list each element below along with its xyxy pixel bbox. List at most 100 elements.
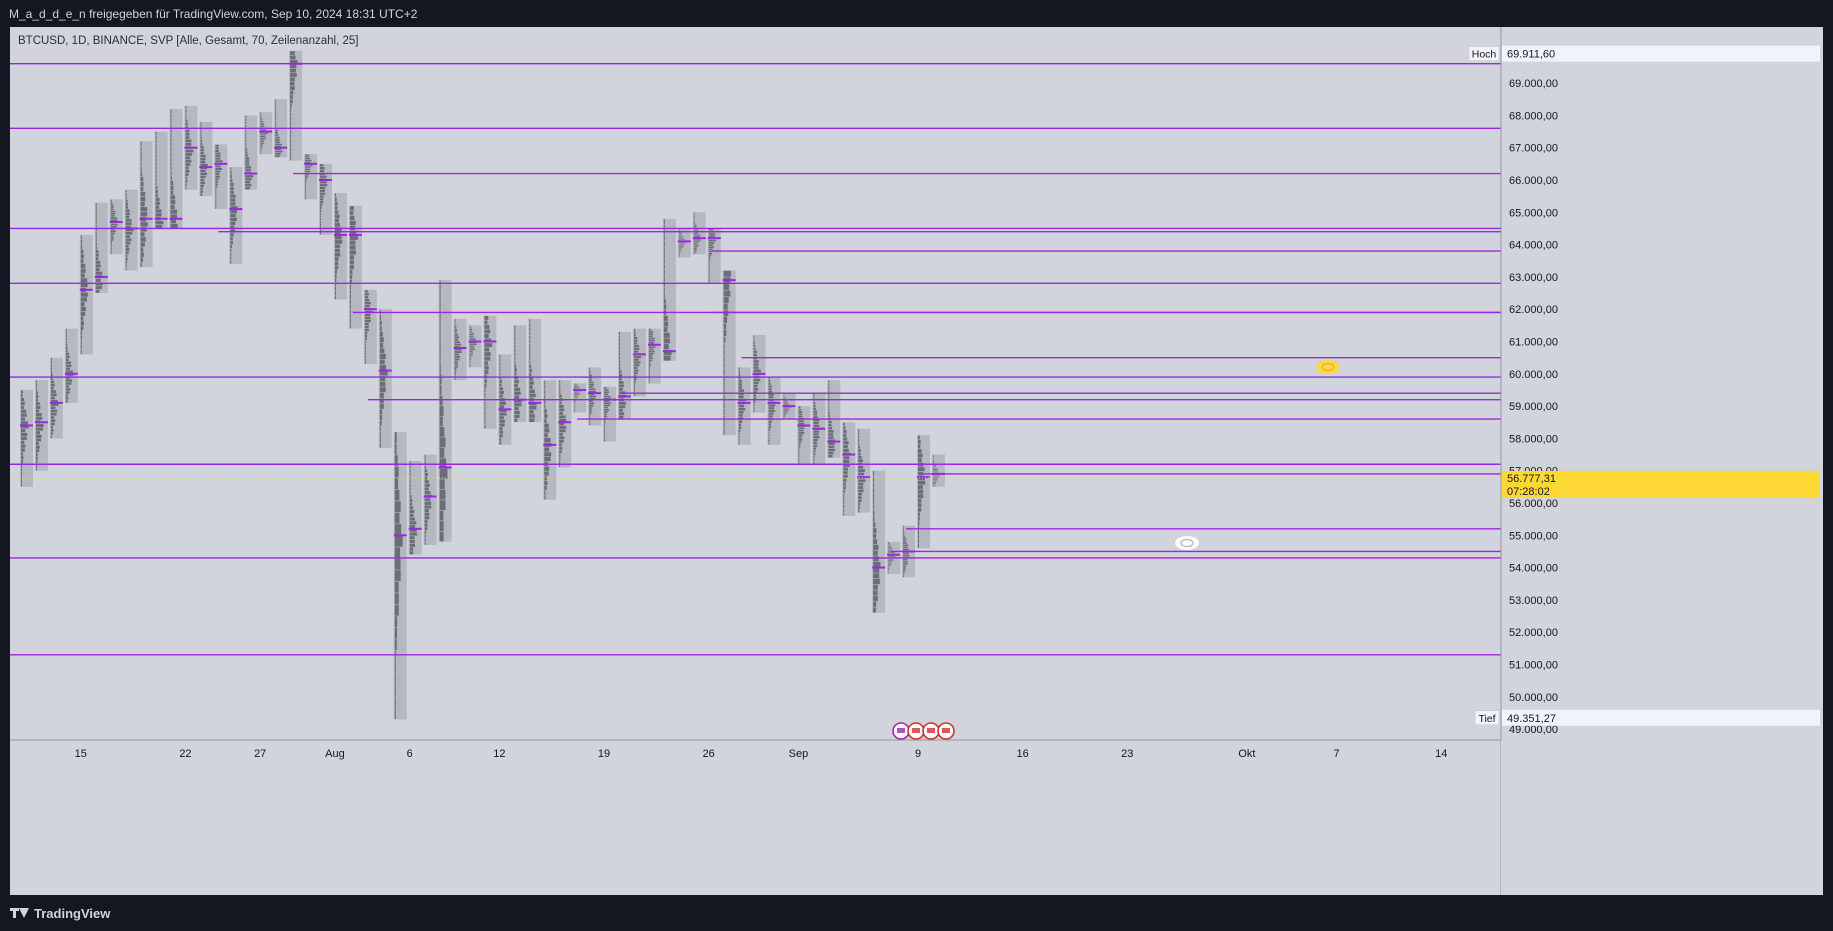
volume-bar xyxy=(35,434,42,438)
volume-bar xyxy=(305,167,311,169)
volume-bar xyxy=(394,466,399,478)
volume-bar xyxy=(125,267,127,271)
volume-bar xyxy=(544,390,546,395)
volume-bar xyxy=(424,454,426,458)
volume-bar xyxy=(589,404,594,407)
volume-bar xyxy=(290,134,292,139)
volume-bar xyxy=(918,467,925,472)
volume-bar xyxy=(753,363,759,366)
volume-bar xyxy=(424,480,429,484)
volume-bar xyxy=(125,196,127,200)
volume-bar xyxy=(589,372,591,375)
tradingview-logo[interactable]: TradingView xyxy=(10,905,110,921)
high-price-value: 69.911,60 xyxy=(1507,49,1555,61)
volume-bar xyxy=(320,184,328,187)
volume-bar xyxy=(185,183,187,187)
volume-bar xyxy=(170,137,172,143)
volume-bar xyxy=(215,199,217,202)
price-tick-label: 67.000,00 xyxy=(1509,143,1558,155)
eye-icon[interactable] xyxy=(1316,360,1340,374)
volume-bar xyxy=(918,539,919,544)
volume-bar xyxy=(708,244,714,246)
volume-bar xyxy=(574,410,576,412)
volume-bar xyxy=(215,183,218,186)
volume-bar xyxy=(888,547,892,548)
volume-bar xyxy=(932,481,936,483)
volume-bar xyxy=(409,468,411,472)
volume-bar xyxy=(275,125,277,127)
volume-bar xyxy=(843,433,847,437)
volume-bar xyxy=(95,257,99,261)
current-price-value: 56.777,31 xyxy=(1507,473,1556,485)
volume-bar xyxy=(424,487,429,491)
volume-bar xyxy=(469,339,476,341)
volume-bar xyxy=(574,387,580,388)
chart-area[interactable]: 15 22 27 Aug 6 12 19 26 Sep 9 16 23 Okt 7 14 49.000,00 5… xyxy=(10,27,1823,895)
volume-bar xyxy=(559,418,567,422)
volume-bar xyxy=(873,499,875,505)
volume-bar xyxy=(499,394,503,398)
chart-legend[interactable]: BTCUSD, 1D, BINANCE, SVP [Alle, Gesamt, … xyxy=(18,35,359,47)
volume-bar xyxy=(693,232,699,234)
volume-bar xyxy=(783,394,785,396)
volume-bar xyxy=(589,386,593,388)
volume-bar xyxy=(633,364,640,367)
price-axis[interactable] xyxy=(1501,27,1823,740)
volume-bar xyxy=(155,174,157,178)
volume-bar xyxy=(529,406,537,410)
volume-bar xyxy=(514,348,516,353)
volume-bar xyxy=(320,209,322,212)
price-tick-label: 56.000,00 xyxy=(1509,498,1558,510)
volume-bar xyxy=(334,265,339,270)
volume-bar xyxy=(813,393,815,396)
volume-bar xyxy=(125,219,132,222)
volume-bar xyxy=(633,377,637,380)
volume-bar xyxy=(529,339,531,344)
volume-bar xyxy=(334,295,336,300)
volume-bar xyxy=(828,442,835,446)
volume-bar xyxy=(753,350,757,354)
volume-bar xyxy=(648,364,651,366)
volume-bar xyxy=(349,299,351,304)
time-tick-label: Aug xyxy=(325,748,345,760)
volume-bar xyxy=(185,112,187,116)
volume-bar xyxy=(275,104,277,106)
time-axis[interactable] xyxy=(10,740,1501,895)
volume-bar xyxy=(738,373,741,377)
eye-icon[interactable] xyxy=(1175,536,1199,550)
volume-bar xyxy=(738,389,744,392)
volume-bar xyxy=(514,345,516,349)
volume-bar xyxy=(155,178,157,182)
current-price-badge[interactable] xyxy=(1502,470,1820,498)
volume-bar xyxy=(932,461,935,463)
volume-bar xyxy=(768,431,770,434)
volume-bar xyxy=(379,331,383,337)
volume-bar xyxy=(768,407,775,410)
volume-bar xyxy=(439,280,441,291)
eye-icon-pupil xyxy=(1180,538,1194,548)
volume-bar xyxy=(932,469,939,470)
volume-bar xyxy=(290,152,292,156)
volume-bar xyxy=(574,394,580,395)
price-chart[interactable]: 15 22 27 Aug 6 12 19 26 Sep 9 16 23 Okt 7 1449.000,005… xyxy=(10,27,1823,895)
volume-bar xyxy=(843,489,845,494)
volume-bar xyxy=(648,381,650,384)
volume-bar xyxy=(544,385,546,390)
volume-bar xyxy=(95,228,97,232)
volume-bar xyxy=(230,225,235,229)
volume-bar xyxy=(798,431,805,434)
volume-bar xyxy=(828,436,834,439)
volume-bar xyxy=(858,472,864,476)
volume-bar xyxy=(873,573,880,579)
low-price-value: 49.351,27 xyxy=(1507,713,1556,725)
volume-bar xyxy=(260,151,262,153)
volume-bar xyxy=(589,423,591,426)
volume-bar xyxy=(439,385,442,395)
volume-bar xyxy=(80,278,88,283)
volume-bar xyxy=(409,528,417,532)
volume-bar xyxy=(544,428,550,433)
volume-bar xyxy=(110,212,116,215)
volume-bar xyxy=(245,157,250,160)
us-flag-icon-glyph xyxy=(942,728,950,733)
volume-bar xyxy=(888,567,890,569)
